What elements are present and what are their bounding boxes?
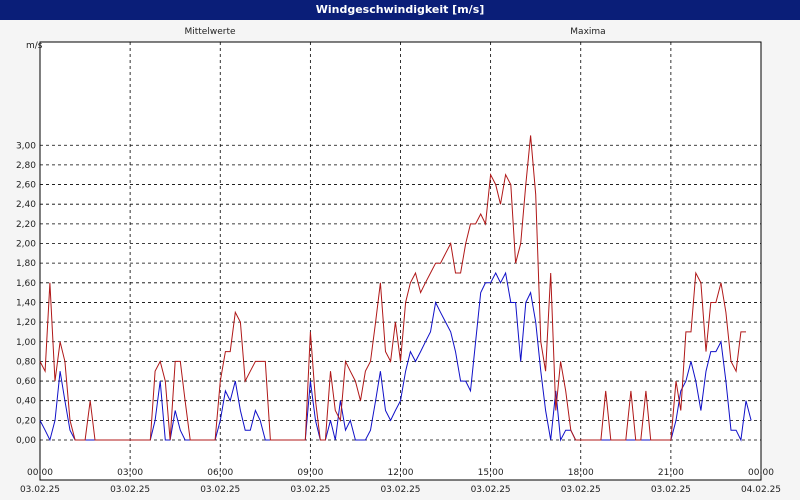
y-tick-label: 2,80 xyxy=(16,161,36,171)
y-tick-label: 0,00 xyxy=(16,436,36,446)
y-tick-label: 2,20 xyxy=(16,220,36,230)
y-tick-label: 0,20 xyxy=(16,416,36,426)
x-tick-time: 06:00 xyxy=(207,468,233,478)
x-tick-date: 03.02.25 xyxy=(471,485,511,495)
x-tick-time: 00:00 xyxy=(27,468,53,478)
x-tick-time: 00:00 xyxy=(748,468,774,478)
y-tick-label: 0,80 xyxy=(16,357,36,367)
series-lines xyxy=(39,135,752,442)
x-tick-date: 03.02.25 xyxy=(651,485,691,495)
x-tick-date: 03.02.25 xyxy=(380,485,420,495)
x-tick-labels: 00:00 03.02.25 03:00 03.02.25 06:00 03.02.25 0… xyxy=(20,468,781,495)
y-tick-label: 2,00 xyxy=(16,240,36,250)
y-axis-label: m/s xyxy=(26,41,43,51)
x-tick-time: 15:00 xyxy=(478,468,504,478)
x-tick-time: 18:00 xyxy=(568,468,594,478)
y-tick-label: 1,60 xyxy=(16,279,36,289)
x-tick-time: 09:00 xyxy=(297,468,323,478)
y-tick-label: 1,80 xyxy=(16,259,36,269)
chart-canvas: 3,00 2,80 2,60 2,40 2,20 2,00 1,80 1,60 1,40 1,20… xyxy=(16,27,781,495)
y-tick-label: 1,00 xyxy=(16,338,36,348)
legend-mittelwerte: Mittelwerte xyxy=(184,27,235,37)
y-tick-label: 2,60 xyxy=(16,181,36,191)
legend-maxima: Maxima xyxy=(570,27,605,37)
y-tick-label: 0,60 xyxy=(16,377,36,387)
y-tick-label: 1,40 xyxy=(16,298,36,308)
y-tick-label: 2,40 xyxy=(16,200,36,210)
x-tick-date: 03.02.25 xyxy=(290,485,330,495)
y-tick-label: 3,00 xyxy=(16,141,36,151)
series-line-maxima xyxy=(39,135,746,441)
x-tick-time: 03:00 xyxy=(117,468,143,478)
x-tick-date: 04.02.25 xyxy=(741,485,781,495)
y-tick-label: 1,20 xyxy=(16,318,36,328)
y-tick-labels: 3,00 2,80 2,60 2,40 2,20 2,00 1,80 1,60 1,40 1,20… xyxy=(16,141,36,446)
x-tick-date: 03.02.25 xyxy=(110,485,150,495)
chart-title: Windgeschwindigkeit [m/s] xyxy=(0,0,800,20)
x-tick-date: 03.02.25 xyxy=(561,485,601,495)
x-tick-time: 12:00 xyxy=(388,468,414,478)
y-tick-label: 0,40 xyxy=(16,397,36,407)
x-tick-time: 21:00 xyxy=(658,468,684,478)
x-tick-date: 03.02.25 xyxy=(20,485,60,495)
x-tick-date: 03.02.25 xyxy=(200,485,240,495)
grid xyxy=(40,42,761,480)
